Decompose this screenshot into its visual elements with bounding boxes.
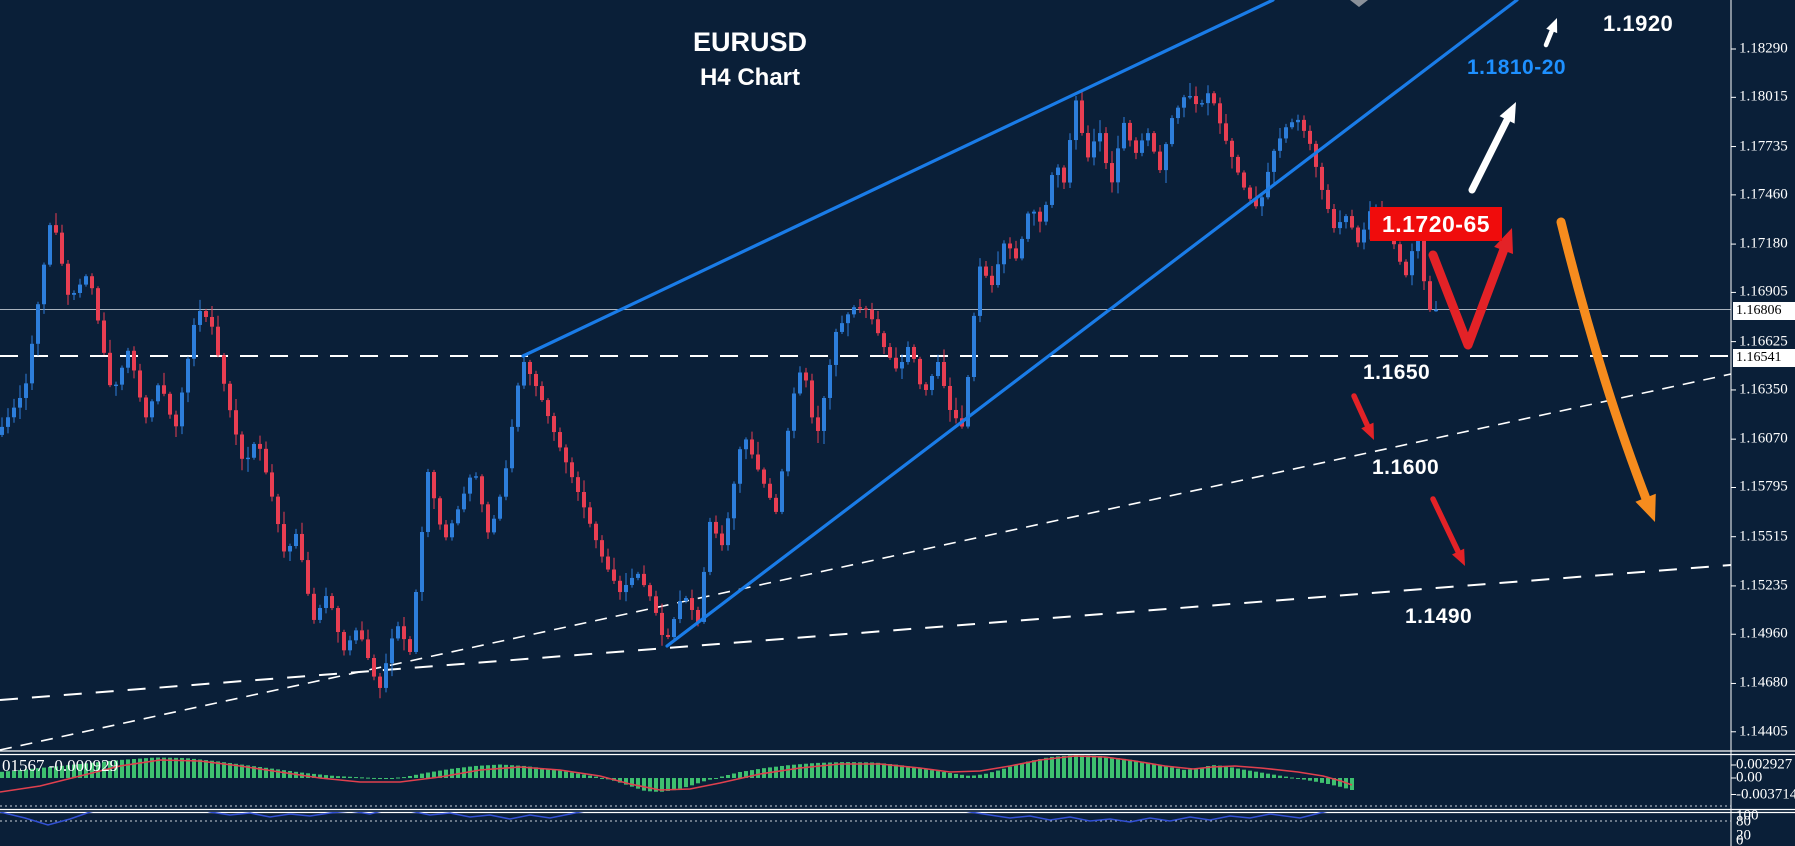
- price-axis-label: 1.14405: [1739, 723, 1788, 740]
- price-axis-label: 1.14680: [1739, 674, 1788, 691]
- red-breakdown-arrow-1[interactable]: [1351, 393, 1374, 440]
- orange-decline-arrow[interactable]: [1556, 217, 1656, 522]
- support-label-1-1600[interactable]: 1.1600: [1372, 456, 1440, 479]
- level-price-tag: 1.16541: [1733, 349, 1795, 367]
- chart-title-timeframe: H4 Chart: [699, 64, 801, 91]
- price-axis-label: 1.17180: [1739, 235, 1788, 252]
- price-axis-label: 1.16070: [1739, 430, 1788, 447]
- support-label-1-1490[interactable]: 1.1490: [1405, 605, 1473, 628]
- macd-signal-line: [0, 755, 1353, 793]
- macd-axis-label: -0.003714: [1736, 786, 1795, 802]
- stochastic-line: [0, 812, 1328, 826]
- lower-channel-trendline[interactable]: [665, 0, 1519, 648]
- supply-zone-badge-text: 1.1720-65: [1381, 210, 1491, 237]
- price-axis-label: 1.15515: [1739, 528, 1788, 545]
- price-axis-label: 1.16625: [1739, 333, 1788, 350]
- support-dashed-line-steep[interactable]: [0, 373, 1732, 751]
- red-zigzag-projection-arrow[interactable]: [1428, 228, 1513, 350]
- white-projection-arrow[interactable]: [1468, 102, 1516, 194]
- price-axis-label: 1.16905: [1739, 283, 1788, 300]
- stoch-axis-label: 100: [1736, 807, 1759, 824]
- price-axis-label: 1.18015: [1739, 88, 1788, 105]
- chart-title-symbol: EURUSD: [692, 27, 808, 57]
- macd-axis-label: 0.002927: [1736, 756, 1793, 773]
- supply-zone-badge[interactable]: 1.1720-65: [1370, 207, 1502, 241]
- stoch-axis-label: 80: [1736, 813, 1751, 829]
- price-axis-label: 1.17735: [1739, 138, 1788, 155]
- upper-channel-trendline[interactable]: [521, 0, 1275, 358]
- macd-histogram: [0, 755, 1354, 792]
- macd-axis-label: 0.00: [1736, 769, 1763, 786]
- red-breakdown-arrow-2[interactable]: [1430, 496, 1465, 566]
- current-price-tag: 1.16806: [1733, 302, 1795, 320]
- support-dashed-line-shallow[interactable]: [0, 564, 1732, 701]
- price-axis-label: 1.15795: [1739, 478, 1788, 495]
- price-axis-label: 1.14960: [1739, 625, 1788, 642]
- support-label-1-1650[interactable]: 1.1650: [1363, 361, 1431, 384]
- price-axis-label: 1.16350: [1739, 381, 1788, 398]
- macd-values-label: 01567 -0.000929: [2, 756, 119, 775]
- white-target-arrow[interactable]: [1543, 18, 1558, 48]
- price-axis-label: 1.18290: [1739, 40, 1788, 57]
- target-label-1-1920[interactable]: 1.1920: [1603, 11, 1674, 36]
- price-axis-label: 1.17460: [1739, 186, 1788, 203]
- chart-shift-marker[interactable]: [1350, 0, 1368, 7]
- chart-title[interactable]: EURUSD H4 Chart: [693, 24, 807, 96]
- stoch-axis-label: 0: [1736, 832, 1744, 846]
- stoch-axis-label: 20: [1736, 827, 1751, 844]
- zone-label-1-1810-20[interactable]: 1.1810-20: [1467, 56, 1567, 79]
- price-axis-label: 1.15235: [1739, 577, 1788, 594]
